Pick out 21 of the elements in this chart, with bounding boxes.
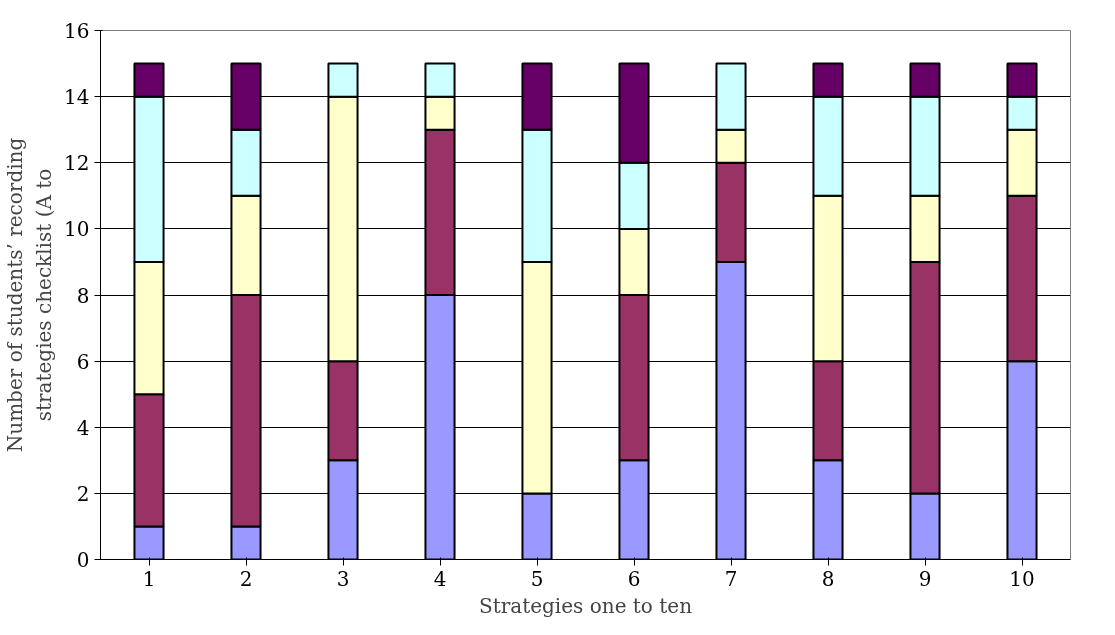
x-tick-label: 10 — [1009, 566, 1035, 591]
x-tick-label: 7 — [724, 566, 738, 591]
x-tick-label: 8 — [821, 566, 835, 591]
x-axis-title: Strategies one to ten — [478, 593, 693, 618]
x-tick-label: 1 — [142, 566, 156, 591]
y-tick-label: 10 — [64, 217, 90, 242]
y-axis-title: Number of students’ recording strategies checklist (A to — [3, 137, 57, 453]
y-tick-label: 14 — [64, 85, 90, 110]
x-tick-label: 4 — [433, 566, 447, 591]
x-tick-label: 2 — [239, 566, 253, 591]
y-tick-label: 12 — [64, 151, 90, 176]
x-tick-label: 3 — [336, 566, 350, 591]
y-tick-label: 2 — [76, 481, 90, 506]
y-tick-label: 8 — [76, 283, 90, 308]
y-tick-label: 0 — [76, 548, 90, 572]
x-tick-label: 5 — [530, 566, 544, 591]
y-tick-label: 16 — [64, 19, 90, 43]
y-tick-label: 6 — [76, 349, 90, 374]
x-tick-label: 6 — [627, 566, 641, 591]
y-tick-label: 4 — [76, 415, 90, 440]
x-tick-label: 9 — [918, 566, 932, 591]
